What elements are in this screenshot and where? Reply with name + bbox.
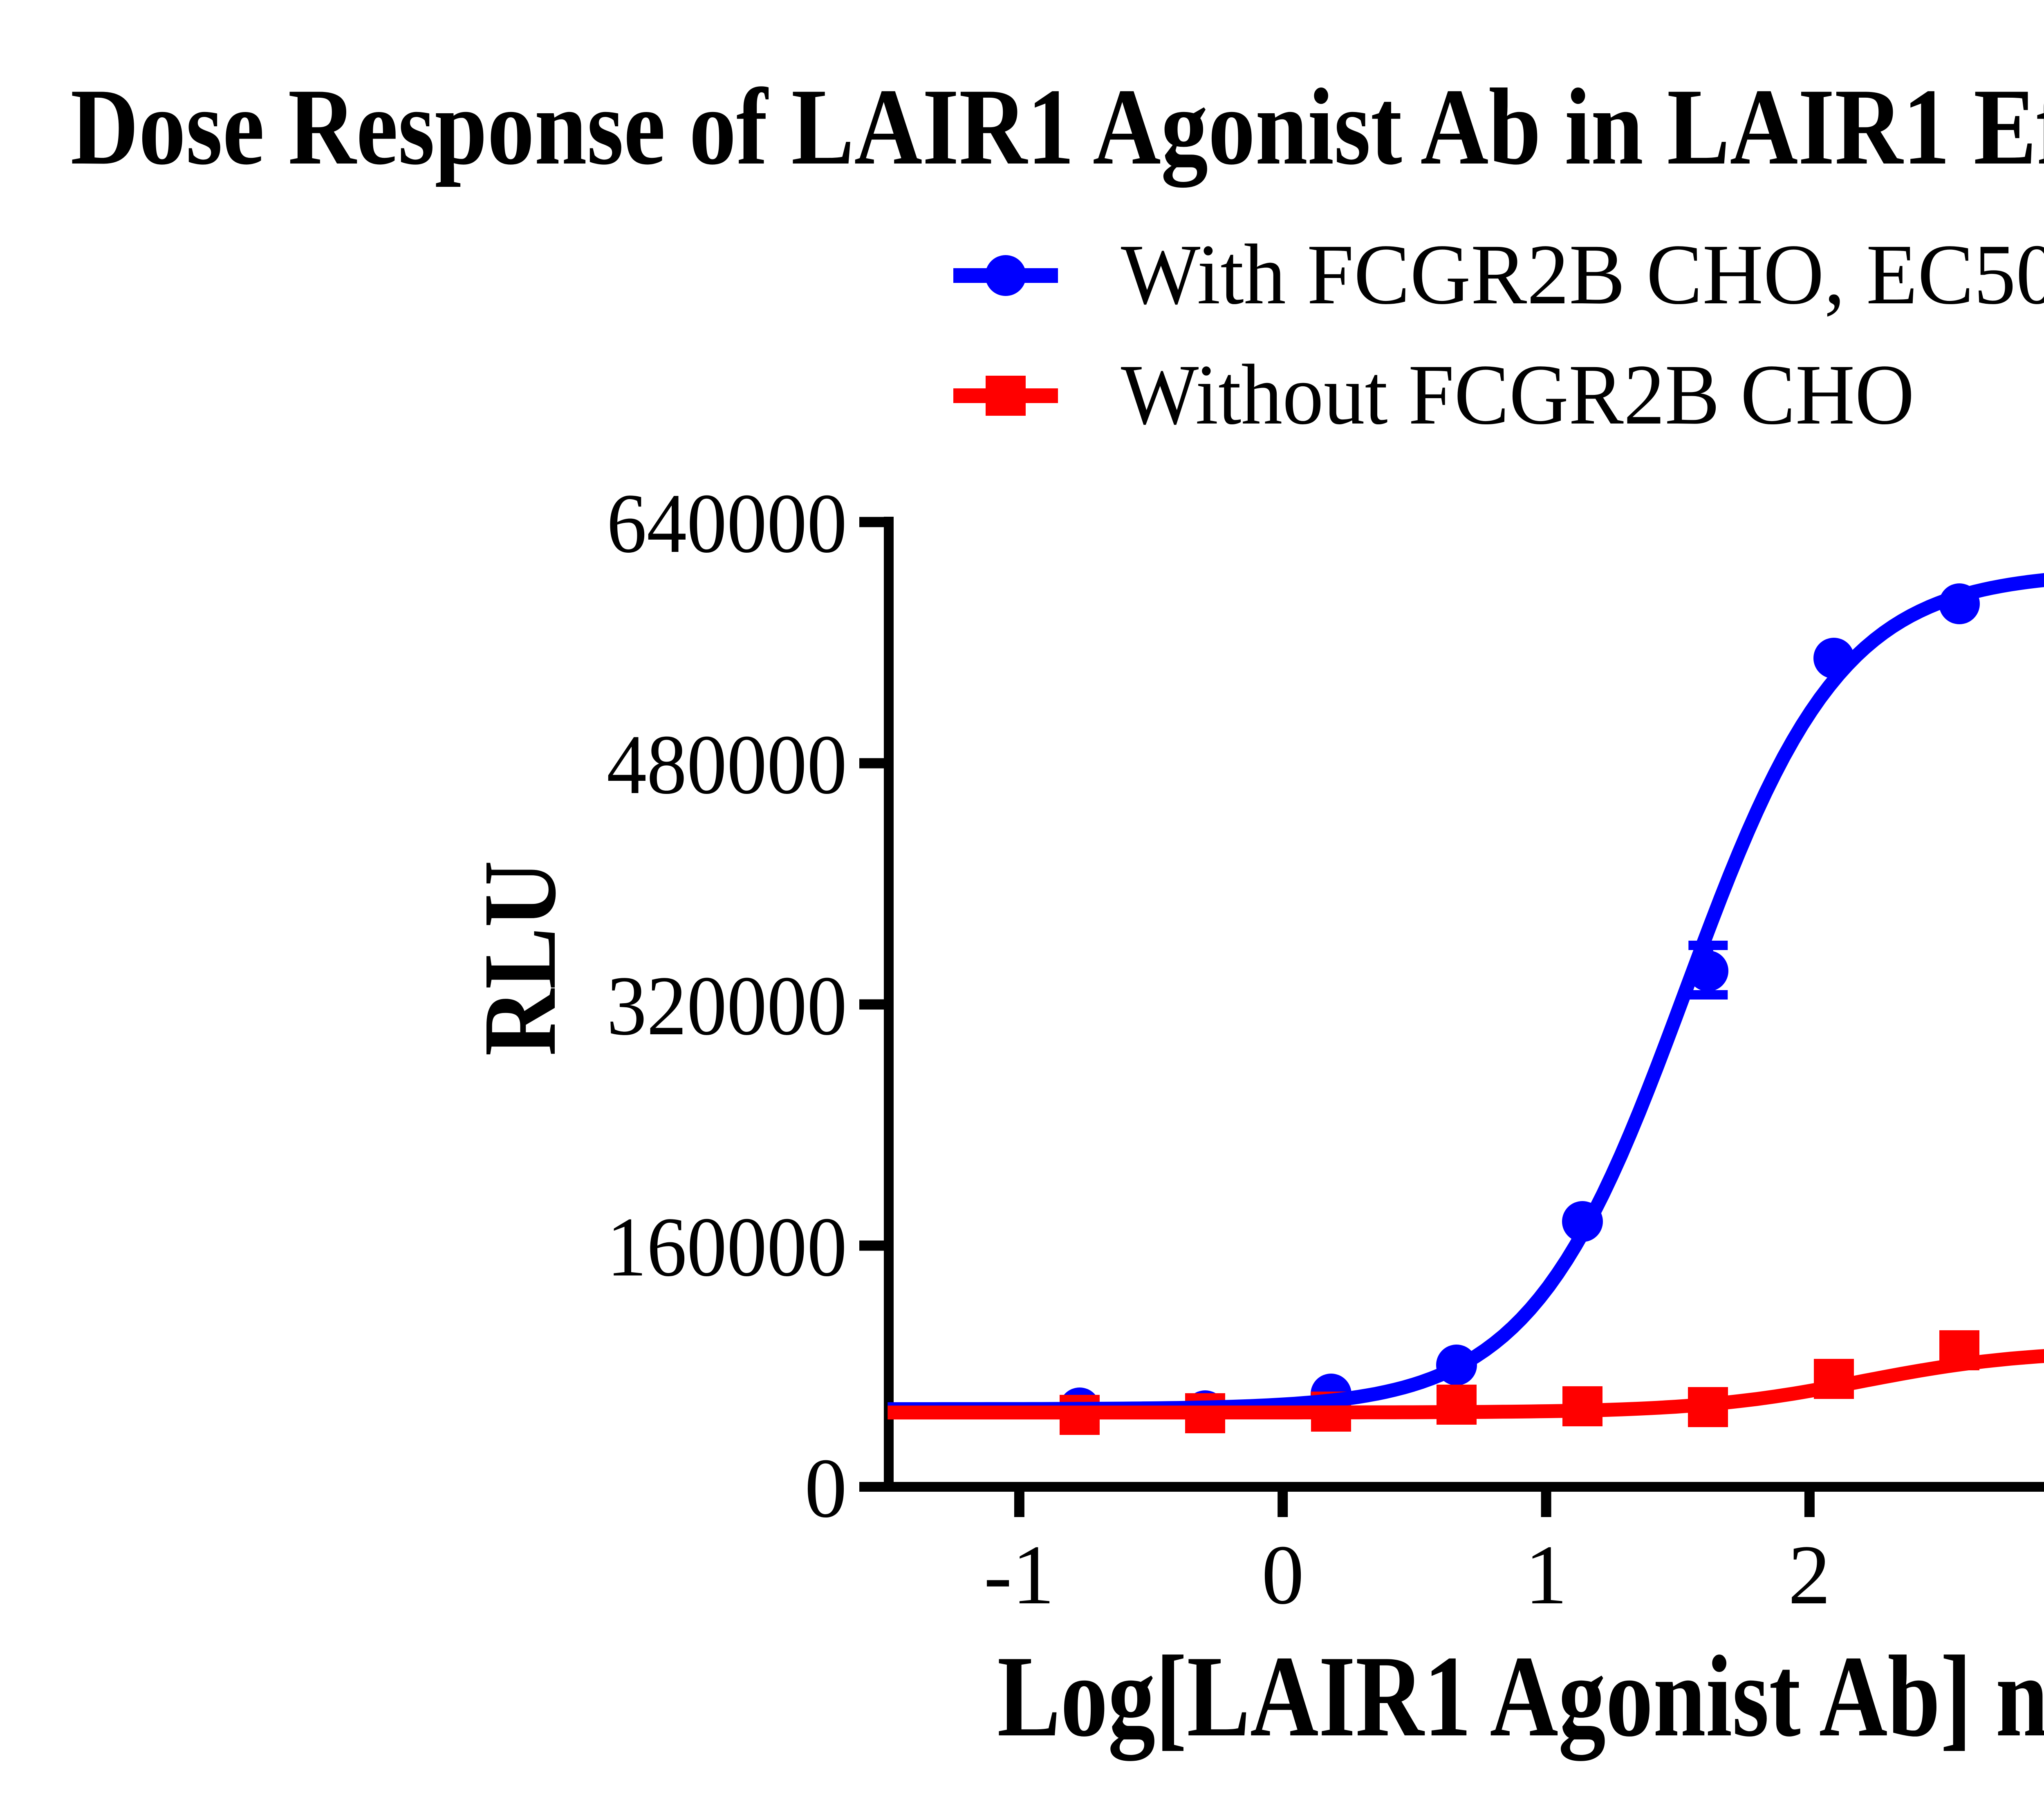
svg-text:-1: -1: [984, 1528, 1054, 1622]
svg-text:320000: 320000: [607, 959, 847, 1053]
svg-text:640000: 640000: [607, 476, 847, 570]
svg-text:RLU: RLU: [462, 861, 578, 1056]
svg-text:Log[LAIR1 Agonist Ab] ng/ml: Log[LAIR1 Agonist Ab] ng/ml: [997, 1632, 2044, 1763]
svg-text:Without FCGR2B CHO: Without FCGR2B CHO: [1121, 347, 1914, 442]
svg-text:Dose Response of LAIR1 Agonist: Dose Response of LAIR1 Agonist Ab in LAI…: [71, 66, 2044, 189]
svg-text:1: 1: [1525, 1528, 1567, 1622]
svg-text:480000: 480000: [607, 717, 847, 811]
svg-text:0: 0: [805, 1441, 847, 1535]
svg-text:160000: 160000: [607, 1200, 847, 1294]
svg-text:2: 2: [1788, 1528, 1831, 1622]
svg-text:0: 0: [1262, 1528, 1304, 1622]
svg-text:With FCGR2B CHO, EC50 = 34.9 n: With FCGR2B CHO, EC50 = 34.9 ng/ml: [1121, 226, 2044, 322]
